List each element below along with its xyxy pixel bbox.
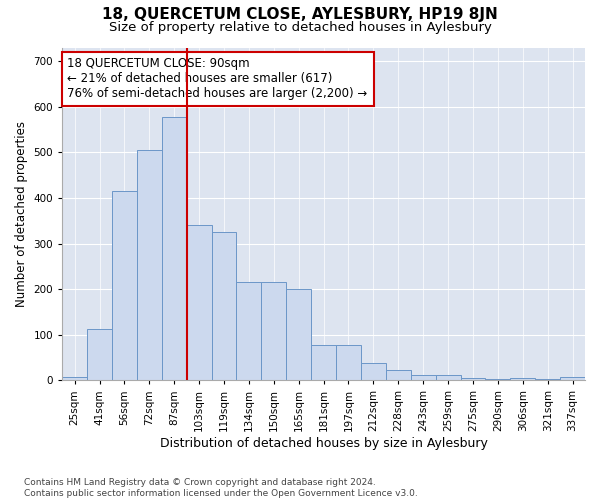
Bar [212,232,236,380]
Bar [336,344,361,380]
Bar [560,376,585,380]
Bar [511,378,535,380]
Bar [236,282,262,380]
Bar [112,191,137,380]
Bar [262,282,286,380]
Bar [162,117,187,380]
Bar [361,363,386,380]
Bar [137,150,162,380]
Text: 18 QUERCETUM CLOSE: 90sqm
← 21% of detached houses are smaller (617)
76% of semi: 18 QUERCETUM CLOSE: 90sqm ← 21% of detac… [67,58,368,100]
Bar [87,329,112,380]
Bar [187,226,212,380]
Bar [436,375,461,380]
Bar [461,378,485,380]
Y-axis label: Number of detached properties: Number of detached properties [15,121,28,307]
Bar [286,289,311,380]
Bar [62,376,87,380]
Bar [386,370,411,380]
Text: Contains HM Land Registry data © Crown copyright and database right 2024.
Contai: Contains HM Land Registry data © Crown c… [24,478,418,498]
X-axis label: Distribution of detached houses by size in Aylesbury: Distribution of detached houses by size … [160,437,488,450]
Bar [411,375,436,380]
Text: Size of property relative to detached houses in Aylesbury: Size of property relative to detached ho… [109,21,491,34]
Bar [311,344,336,380]
Text: 18, QUERCETUM CLOSE, AYLESBURY, HP19 8JN: 18, QUERCETUM CLOSE, AYLESBURY, HP19 8JN [102,8,498,22]
